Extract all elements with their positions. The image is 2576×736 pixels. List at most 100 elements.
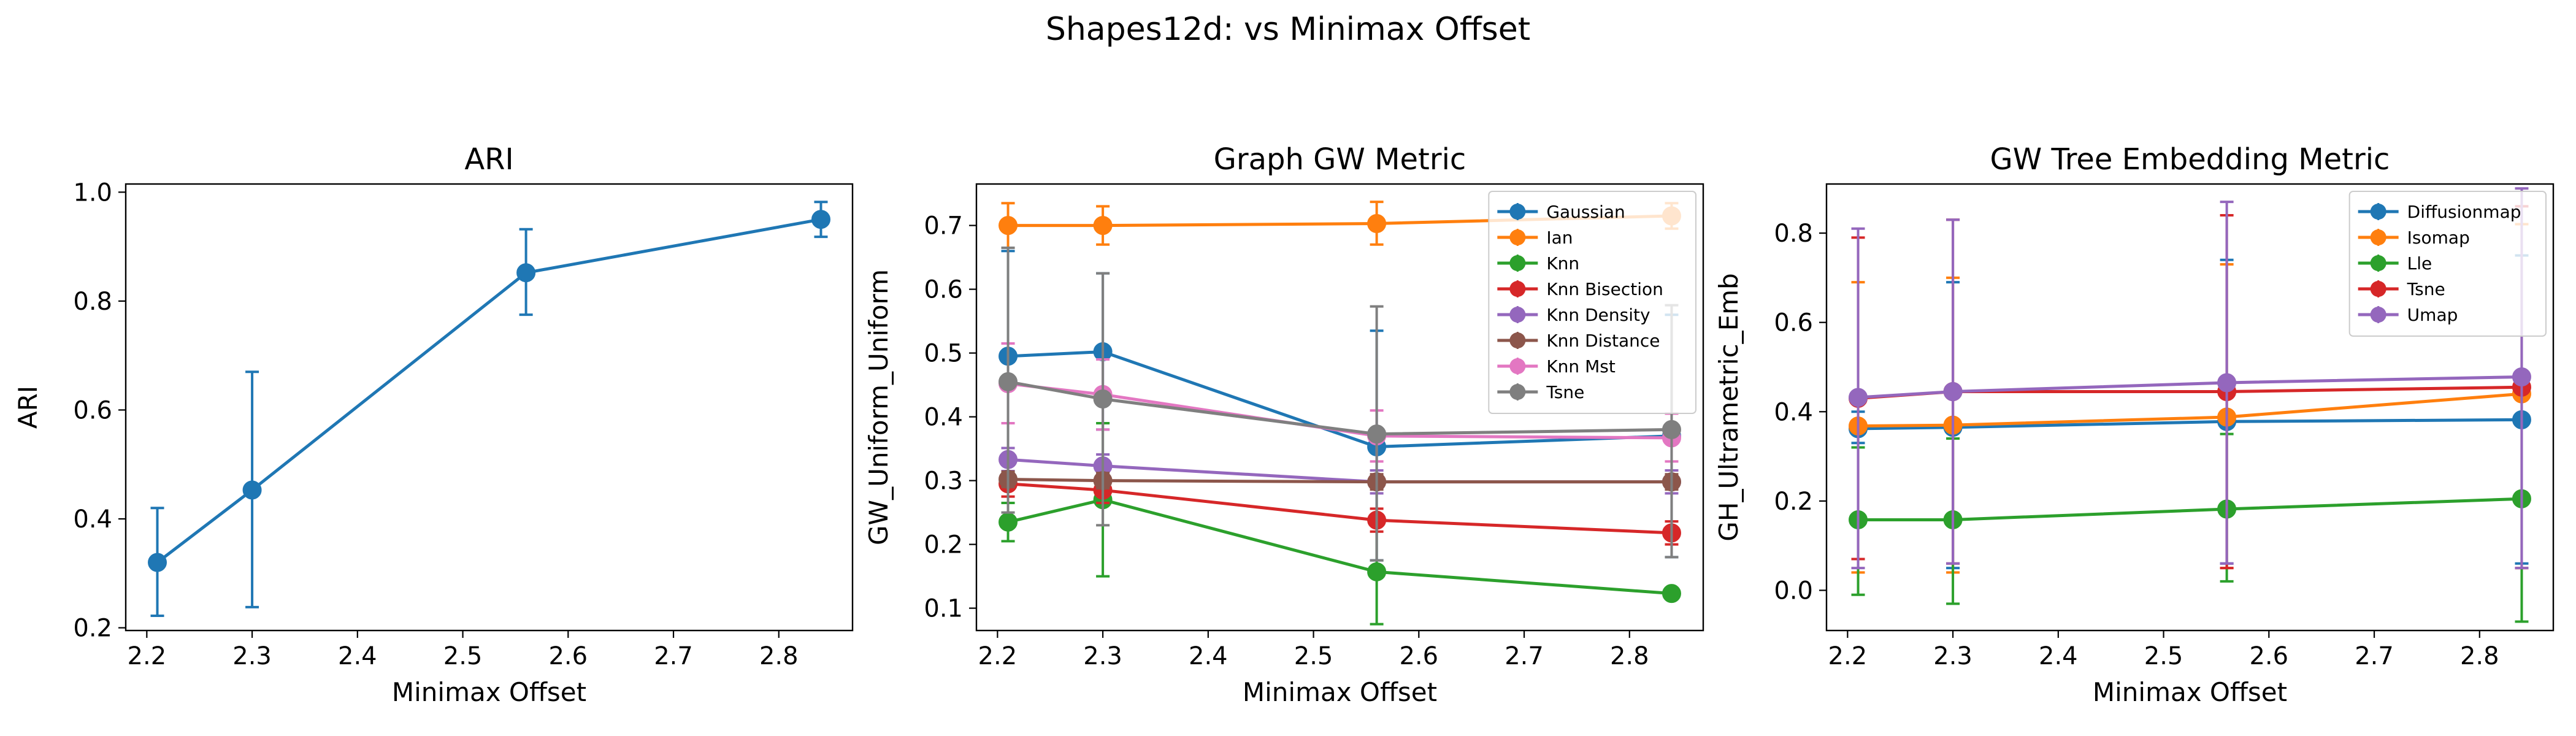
figure-title: Shapes12d: vs Minimax Offset	[1045, 11, 1531, 48]
legend-label: Tsne	[2407, 279, 2445, 299]
data-point	[1662, 420, 1681, 439]
series-line	[1008, 350, 1672, 448]
y-tick-label: 0.1	[924, 595, 963, 623]
legend: Gaussian Ian Knn Knn Bisection Knn Density Kn…	[1488, 191, 1697, 414]
legend-label: Isomap	[2407, 228, 2470, 248]
legend-marker	[2370, 307, 2386, 323]
y-tick-label: 0.6	[924, 276, 963, 304]
legend-entry: Lle	[2358, 253, 2432, 274]
x-tick-label: 2.8	[2460, 642, 2499, 670]
legend-entry: Knn Distance	[1497, 331, 1660, 351]
legend-label: Knn Bisection	[1546, 279, 1663, 299]
series-line	[156, 218, 821, 564]
data-point	[242, 480, 262, 500]
legend-marker	[1509, 204, 1526, 220]
data-point	[1367, 213, 1387, 233]
series-line	[1858, 375, 2522, 399]
x-tick-label: 2.2	[128, 642, 167, 670]
x-axis-label: Minimax Offset	[2093, 677, 2287, 707]
x-tick-label: 2.6	[548, 642, 588, 670]
data-point	[1093, 389, 1113, 408]
data-point	[811, 210, 830, 229]
figure-title-wrap: Shapes12d: vs Minimax Offset	[0, 11, 2576, 48]
y-tick-label: 0.5	[924, 340, 963, 368]
y-tick-label: 0.2	[924, 531, 963, 559]
y-axis-label: ARI	[13, 386, 43, 429]
data-point	[1943, 382, 1963, 402]
y-tick-label: 0.2	[73, 615, 112, 643]
legend-label: Gaussian	[1546, 202, 1625, 222]
legend-marker	[2370, 255, 2386, 271]
legend-label: Diffusionmap	[2407, 202, 2521, 222]
series-line	[1008, 482, 1672, 535]
series-tsne	[999, 247, 1681, 562]
legend-entry: Isomap	[2358, 228, 2470, 248]
chart-title: Graph GW Metric	[1214, 142, 1466, 177]
legend-marker	[1509, 255, 1526, 271]
data-point	[2512, 367, 2531, 386]
data-point	[999, 512, 1018, 532]
y-tick-label: 0.3	[924, 467, 963, 496]
legend-marker	[1509, 281, 1526, 297]
y-tick-label: 0.8	[1774, 220, 1813, 248]
legend-marker	[2370, 281, 2386, 297]
data-point	[516, 263, 536, 283]
x-tick-label: 2.5	[2144, 642, 2183, 670]
x-tick-label: 2.7	[1505, 642, 1544, 670]
chart-panel-0: 2.2 2.3 2.4 2.5 2.6 2.7 2.8 0.2 0.4 0.6 0.8 1.0 ARI M…	[13, 142, 854, 707]
legend-marker	[1509, 307, 1526, 323]
series-knn-distance	[999, 470, 1681, 492]
x-tick-label: 2.6	[1399, 642, 1438, 670]
x-tick-label: 2.2	[1828, 642, 1868, 670]
legend-entry: Ian	[1497, 228, 1573, 248]
data-point	[148, 553, 167, 572]
data-point	[2217, 373, 2237, 393]
data-point	[1662, 584, 1681, 604]
axes-frame	[1825, 183, 2555, 632]
legend-label: Knn Distance	[1546, 331, 1660, 351]
x-tick-label: 2.4	[1189, 642, 1228, 670]
x-tick-label: 2.2	[978, 642, 1018, 670]
x-axis-label: Minimax Offset	[392, 677, 586, 707]
legend-entry: Knn Density	[1497, 305, 1650, 325]
series-line	[1008, 380, 1672, 436]
series-0	[148, 201, 830, 618]
legend-entry: Tsne	[2358, 279, 2445, 299]
legend-entry: Knn	[1497, 253, 1579, 274]
series-line	[1008, 478, 1672, 484]
x-tick-label: 2.3	[1083, 642, 1122, 670]
legend-marker	[1509, 358, 1526, 374]
legend-entry: Knn Mst	[1497, 356, 1616, 377]
y-tick-label: 0.7	[924, 212, 963, 240]
x-tick-label: 2.4	[2039, 642, 2078, 670]
x-tick-label: 2.3	[1933, 642, 1972, 670]
legend-box	[2348, 191, 2547, 337]
data-point	[1093, 216, 1113, 236]
legend-label: Knn	[1546, 253, 1579, 274]
series-line	[1858, 497, 2522, 521]
legend-label: Knn Mst	[1546, 356, 1616, 377]
y-tick-label: 0.0	[1774, 577, 1813, 605]
x-tick-label: 2.5	[443, 642, 483, 670]
series-line	[1858, 392, 2522, 428]
chart-panel-1: 2.2 2.3 2.4 2.5 2.6 2.7 2.8 0.1 0.2 0.3 0.4 0.5 0.6 0…	[864, 142, 1704, 707]
x-tick-label: 2.7	[2355, 642, 2394, 670]
series-line	[1858, 418, 2522, 431]
y-axis-label: GH_Ultrametric_Emb	[1714, 273, 1744, 541]
legend: Diffusionmap Isomap Lle Tsne Umap	[2348, 191, 2547, 337]
legend-entry: Umap	[2358, 305, 2458, 325]
legend-marker	[2370, 204, 2386, 220]
chart-panel-2: 2.2 2.3 2.4 2.5 2.6 2.7 2.8 0.0 0.2 0.4 0.6 0.8 GW T…	[1714, 142, 2555, 707]
data-point	[1367, 424, 1387, 444]
chart-title: ARI	[464, 142, 513, 177]
x-tick-label: 2.4	[338, 642, 377, 670]
y-tick-label: 1.0	[73, 178, 112, 207]
y-axis-label: GW_Uniform_Uniform	[864, 269, 894, 545]
series-line	[1007, 498, 1672, 596]
x-tick-label: 2.8	[1610, 642, 1649, 670]
legend-marker	[2370, 229, 2386, 245]
legend-marker	[1509, 229, 1526, 245]
axes-frame	[125, 183, 854, 632]
x-tick-label: 2.3	[232, 642, 272, 670]
